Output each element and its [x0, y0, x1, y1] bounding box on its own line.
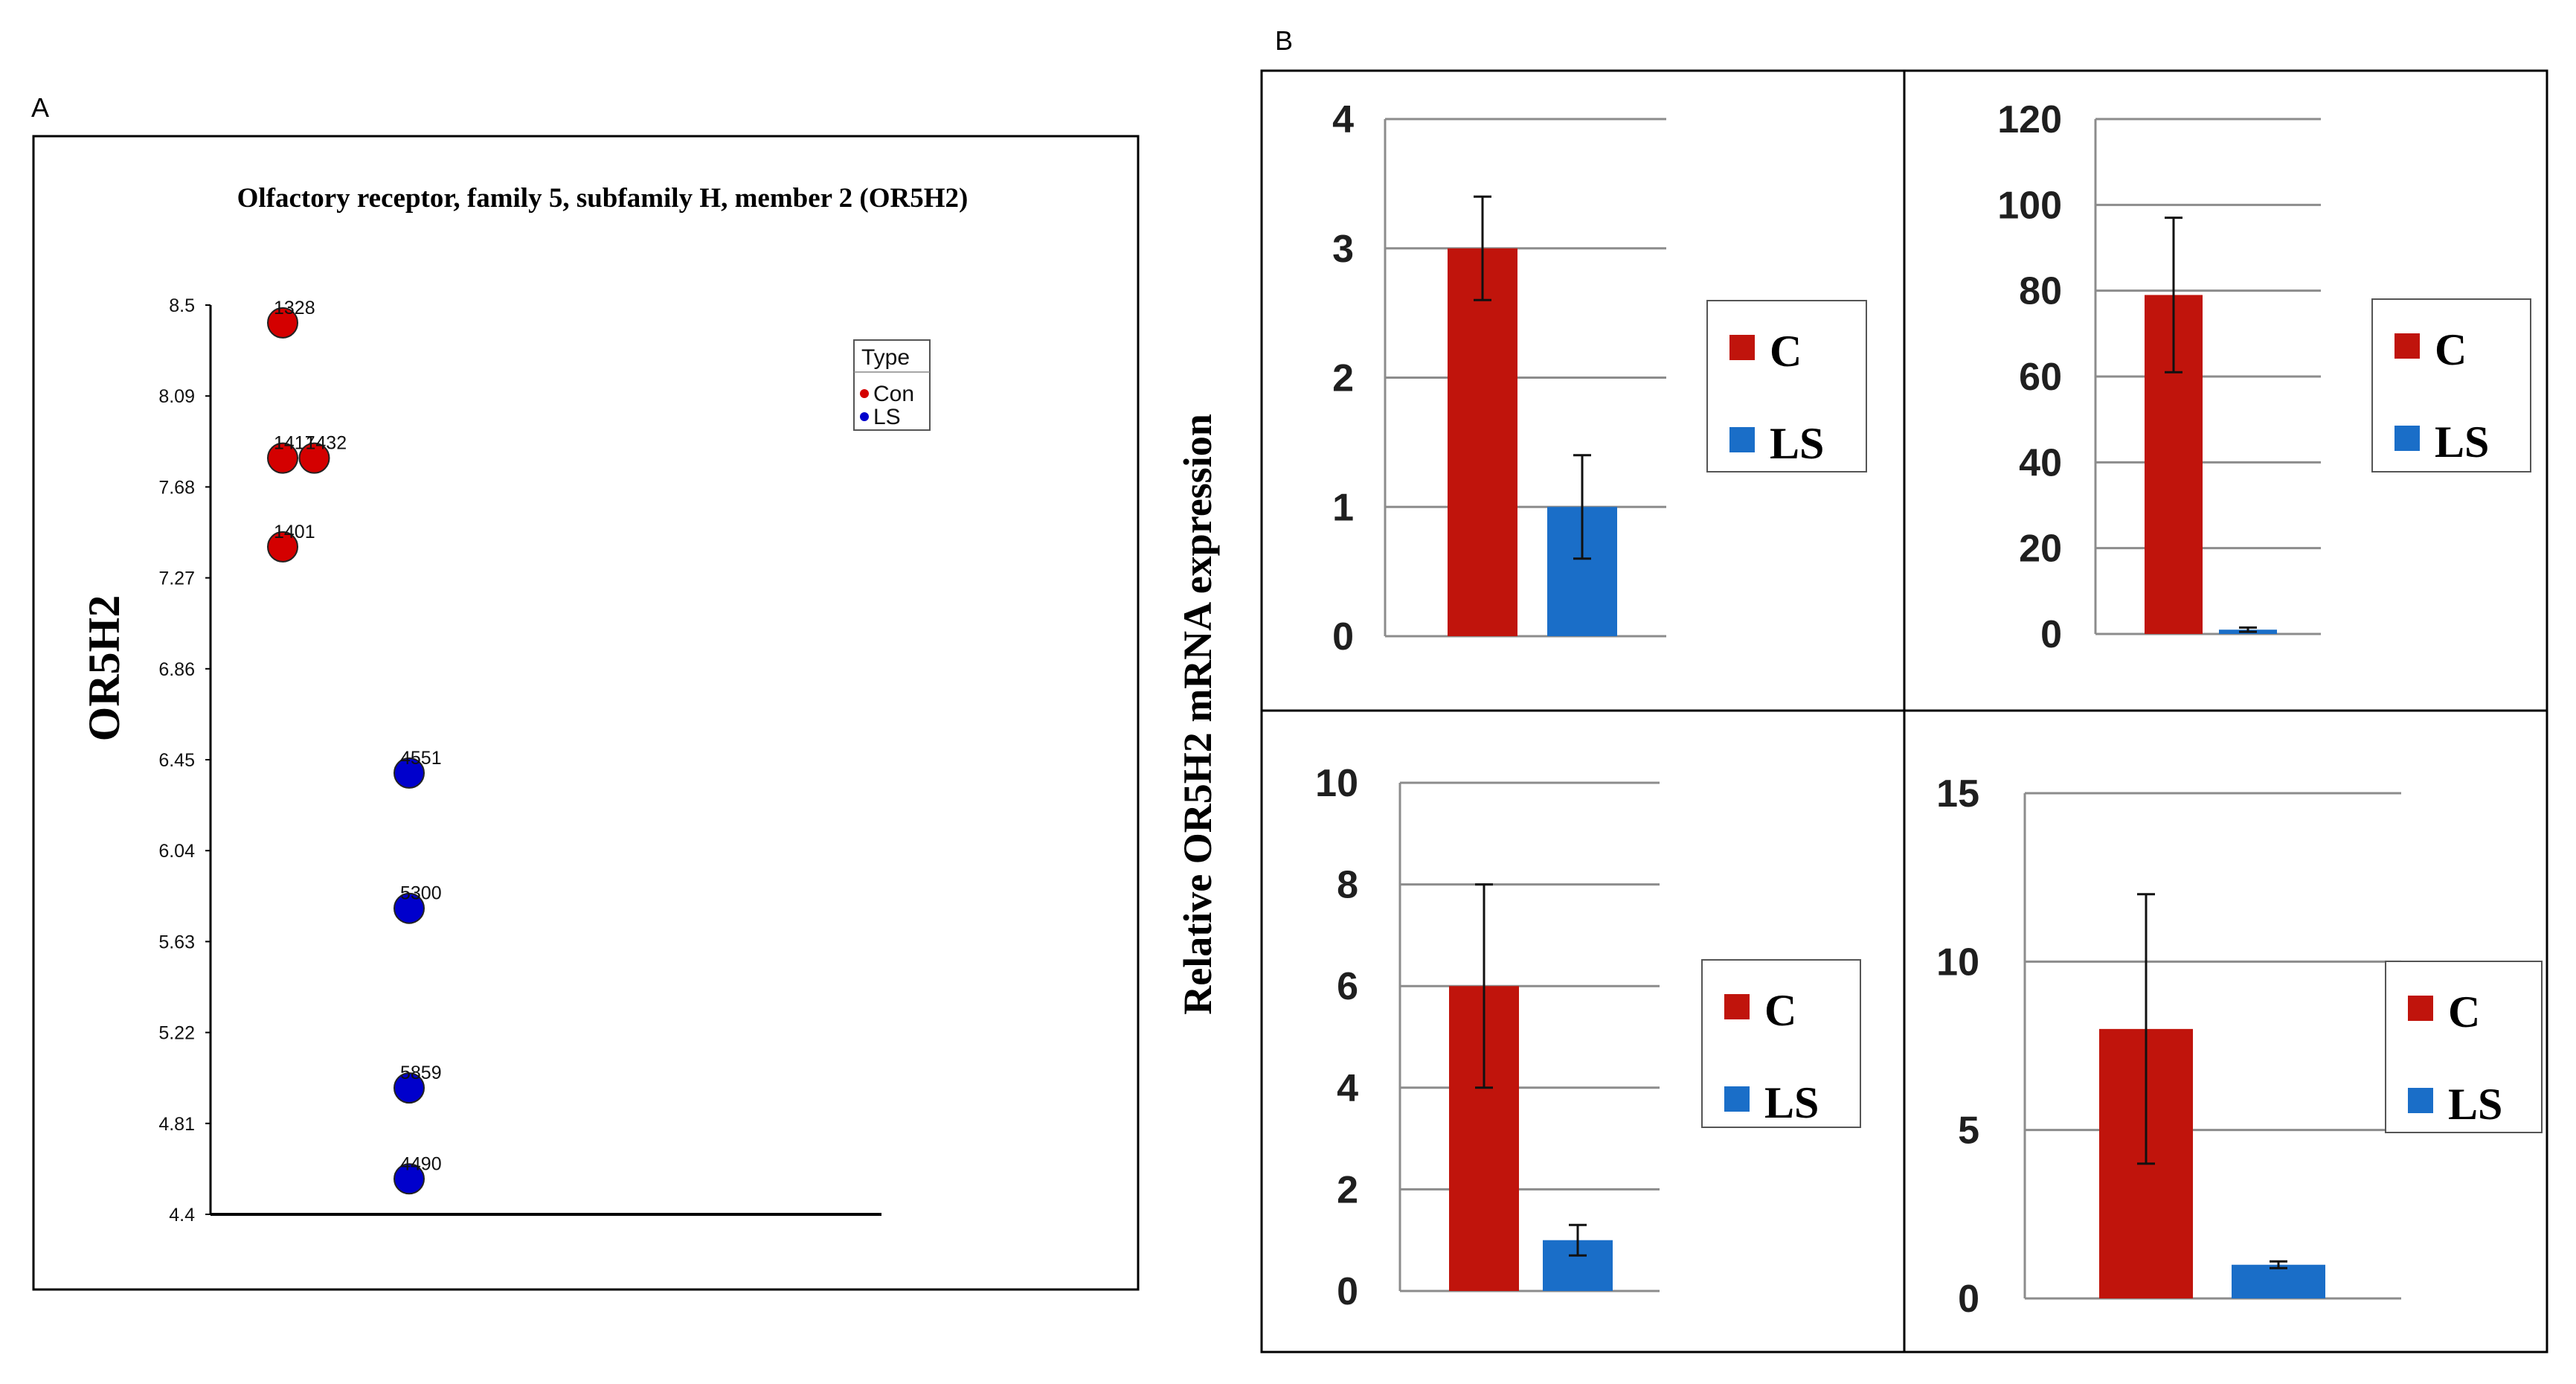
legend-swatch-ls: [1729, 427, 1755, 452]
y-tick-label: 6.86: [158, 659, 195, 680]
panel-b-letter: B: [1275, 25, 1293, 56]
panel-a-letter: A: [31, 92, 49, 123]
y-tick-label: 4: [1337, 1067, 1358, 1110]
panel-a-scatter: Olfactory receptor, family 5, subfamily …: [32, 135, 1140, 1291]
y-tick-label: 4.4: [169, 1205, 195, 1226]
legend-label-c: C: [1770, 327, 1802, 376]
y-tick-label: 0: [1958, 1278, 1979, 1321]
y-tick-label: 15: [1936, 772, 1979, 816]
bar-chart-B2: 0 20 40 60 80 100 120 C LS: [1997, 98, 2531, 656]
legend-swatch-ls: [2394, 426, 2420, 451]
point-con-1417: [267, 442, 298, 474]
y-tick-label: 5.63: [158, 932, 195, 952]
y-tick-label: 0: [1337, 1270, 1358, 1313]
legend: Type Con LS: [853, 339, 931, 431]
y-tick-label: 100: [1997, 184, 2062, 227]
bar-ls: [2232, 1264, 2325, 1298]
legend-title: Type: [861, 345, 910, 370]
y-tick-label: 10: [1315, 762, 1358, 805]
legend-swatch-c: [2408, 996, 2433, 1021]
point-ls-4490: [394, 1163, 425, 1195]
legend: C LS: [2385, 961, 2543, 1133]
y-tick-label: 8.09: [158, 386, 195, 407]
y-tick-label: 0: [1332, 615, 1354, 659]
legend: C LS: [1701, 959, 1861, 1128]
y-tick-label: 7.27: [158, 568, 195, 589]
point-con-1328: [267, 307, 298, 339]
legend-label-c: C: [1764, 986, 1796, 1035]
legend-label-ls: LS: [2435, 417, 2489, 467]
y-tick-label: 20: [2019, 528, 2062, 571]
legend-label-c: C: [2435, 325, 2467, 374]
y-tick-label: 2: [1337, 1168, 1358, 1211]
legend-label-ls: LS: [873, 405, 901, 429]
bar-chart-B3: 0 2 4 6 8 10 C LS: [1315, 762, 1861, 1313]
legend-marker-con: [860, 389, 869, 398]
legend-swatch-c: [1724, 994, 1750, 1019]
legend-label-con: Con: [873, 382, 914, 406]
point-con-1401: [267, 531, 298, 563]
y-tick-label: 6.04: [158, 841, 195, 862]
legend-swatch-ls: [1724, 1086, 1750, 1112]
y-tick-label: 7.68: [158, 477, 195, 498]
y-axis-label: OR5H2: [80, 595, 129, 742]
point-label: 4551: [400, 748, 442, 769]
y-tick-label: 3: [1332, 228, 1354, 271]
point-label: 5859: [400, 1063, 442, 1083]
point-ls-5859: [394, 1072, 425, 1104]
legend-label-c: C: [2448, 987, 2480, 1037]
point-label: 1328: [274, 298, 315, 318]
point-label: 4490: [400, 1153, 442, 1174]
y-tick-label: 4.81: [158, 1114, 195, 1135]
point-ls-5300: [394, 892, 425, 924]
y-tick-label: 120: [1997, 98, 2062, 141]
bar-c: [1448, 248, 1517, 636]
y-tick-label: 0: [2040, 613, 2062, 656]
legend: C LS: [1706, 300, 1867, 472]
bar-chart-B1: 0 1 2 3 4 C LS: [1332, 98, 1867, 659]
y-tick-label: 5: [1958, 1109, 1979, 1153]
y-tick-label: 5.22: [158, 1023, 195, 1044]
legend-marker-ls: [860, 412, 869, 421]
point-con-1432: [298, 442, 330, 474]
y-tick-label: 10: [1936, 941, 1979, 984]
legend-label-ls: LS: [2448, 1080, 2502, 1129]
point-label: 5300: [400, 883, 442, 904]
legend-label-ls: LS: [1770, 419, 1824, 468]
y-tick-label: 8.5: [169, 295, 195, 316]
legend-label-ls: LS: [1764, 1078, 1819, 1127]
y-tick-label: 1: [1332, 486, 1354, 529]
chart-title: Olfactory receptor, family 5, subfamily …: [237, 183, 969, 214]
y-tick-label: 60: [2019, 356, 2062, 399]
y-tick-label: 6: [1337, 965, 1358, 1008]
legend-swatch-ls: [2408, 1088, 2433, 1113]
y-tick-label: 2: [1332, 357, 1354, 400]
point-ls-4551: [394, 757, 425, 789]
y-tick-label: 8: [1337, 864, 1358, 907]
panel-b-bar-grid: 0 1 2 3 4 C LS 0 20 40 60 80 100 120 C LS 0 2 4 6 8 10 C LS 0 5 10…: [1260, 69, 2548, 1353]
panel-b-charts: 0 1 2 3 4 C LS 0 20 40 60 80 100 120 C LS 0 2 4 6 8 10 C LS 0 5 10…: [1315, 98, 2543, 1321]
legend-swatch-c: [2394, 333, 2420, 359]
point-label: 1401: [274, 522, 315, 542]
panel-a-frame: [32, 135, 1140, 1291]
bar-chart-B4: 0 5 10 15 C LS: [1936, 772, 2543, 1321]
legend-swatch-c: [1729, 335, 1755, 360]
y-tick-label: 80: [2019, 270, 2062, 313]
y-tick-label: 40: [2019, 441, 2062, 484]
panel-b-y-axis-label: Relative OR5H2 mRNA expression: [1175, 414, 1220, 1014]
point-label: 1432: [306, 433, 347, 454]
y-tick-label: 4: [1332, 98, 1354, 141]
legend: C LS: [2371, 298, 2531, 472]
y-tick-label: 6.45: [158, 750, 195, 771]
y-ticks: 4.4 4.81 5.22 5.63 6.04 6.45 6.86 7.27 7.68 8.09 8…: [158, 295, 211, 1226]
